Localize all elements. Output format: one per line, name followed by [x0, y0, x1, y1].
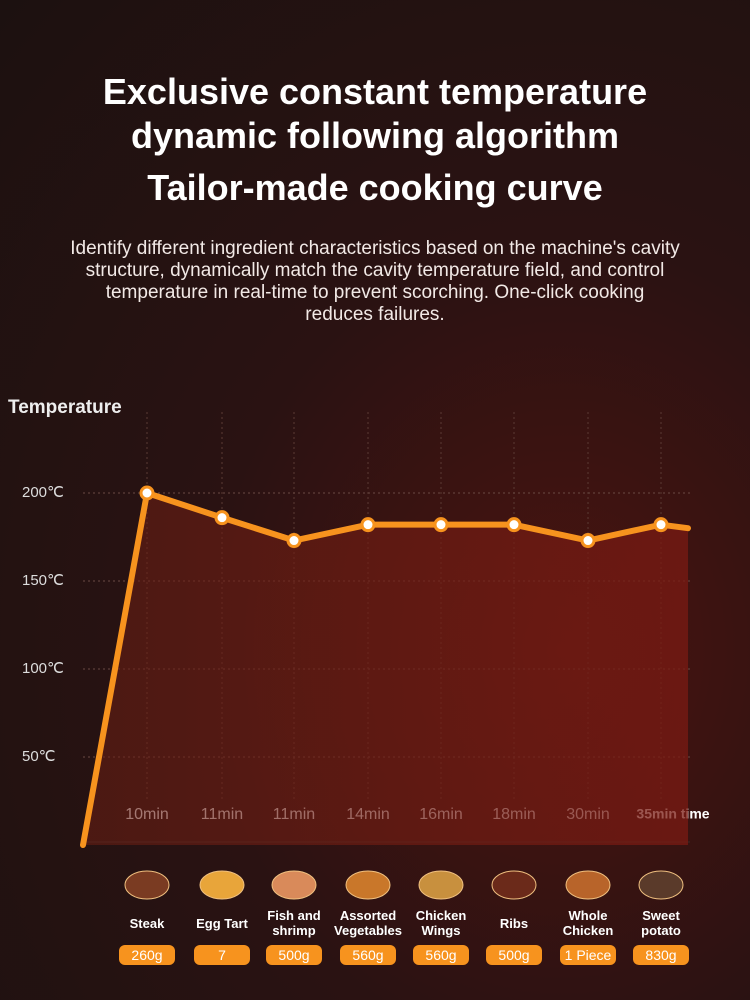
- food-icon: [199, 870, 245, 900]
- food-icon: [345, 870, 391, 900]
- area-fill: [83, 493, 688, 845]
- point: [214, 510, 230, 526]
- y-tick-label: 50℃: [22, 748, 56, 765]
- point: [580, 533, 596, 549]
- food-icon: [638, 870, 684, 900]
- y-tick-label: 100℃: [22, 660, 64, 677]
- y-axis-label: Temperature: [8, 397, 122, 418]
- title: Exclusive constant temperature dynamic f…: [102, 71, 648, 156]
- food-icon: [124, 870, 170, 900]
- point: [506, 517, 522, 533]
- food-icon: [418, 870, 464, 900]
- y-tick-label: 200℃: [22, 484, 64, 501]
- point: [139, 485, 155, 501]
- y-tick-label: 150℃: [22, 572, 64, 589]
- food-icon: [565, 870, 611, 900]
- description: Identify different ingredient characteri…: [70, 238, 680, 325]
- point: [360, 517, 376, 533]
- point: [433, 517, 449, 533]
- subtitle: Tailor-made cooking curve: [147, 167, 603, 208]
- food-icon: [271, 870, 317, 900]
- point: [286, 533, 302, 549]
- point: [653, 517, 669, 533]
- line: [80, 490, 691, 848]
- food-icon: [491, 870, 537, 900]
